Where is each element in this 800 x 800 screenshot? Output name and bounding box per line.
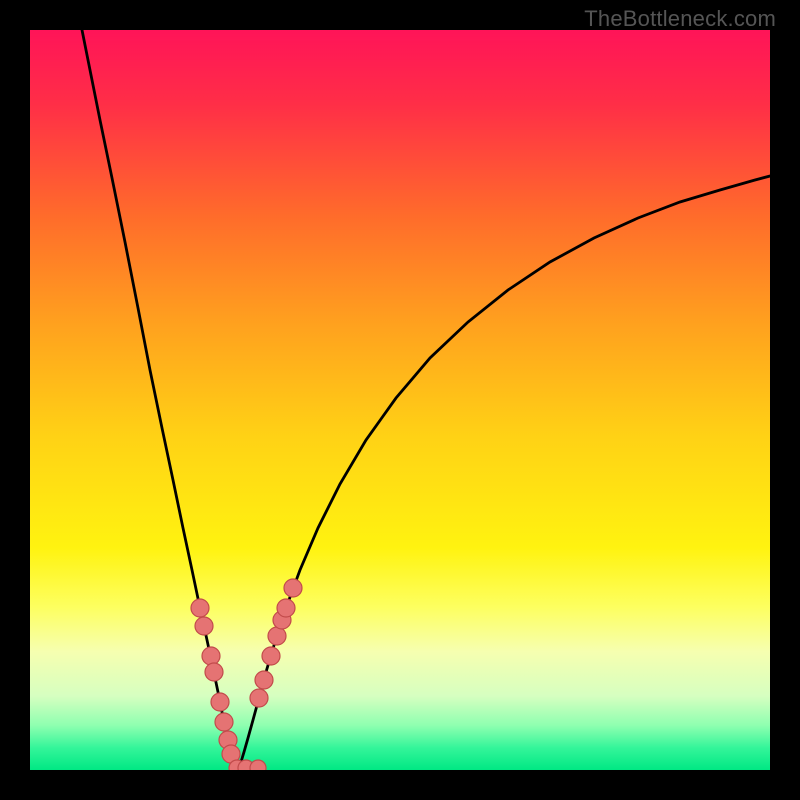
data-marker bbox=[205, 663, 223, 681]
data-marker bbox=[255, 671, 273, 689]
data-marker bbox=[268, 627, 286, 645]
data-marker bbox=[262, 647, 280, 665]
plot-area bbox=[30, 30, 770, 770]
data-marker bbox=[277, 599, 295, 617]
data-marker bbox=[215, 713, 233, 731]
curves-layer bbox=[30, 30, 770, 770]
watermark-text: TheBottleneck.com bbox=[584, 6, 776, 32]
right-curve bbox=[237, 176, 770, 770]
data-marker bbox=[250, 760, 266, 770]
data-marker bbox=[195, 617, 213, 635]
data-marker bbox=[202, 647, 220, 665]
data-marker bbox=[250, 689, 268, 707]
data-marker bbox=[211, 693, 229, 711]
chart-frame: TheBottleneck.com bbox=[0, 0, 800, 800]
data-marker bbox=[191, 599, 209, 617]
data-marker bbox=[284, 579, 302, 597]
